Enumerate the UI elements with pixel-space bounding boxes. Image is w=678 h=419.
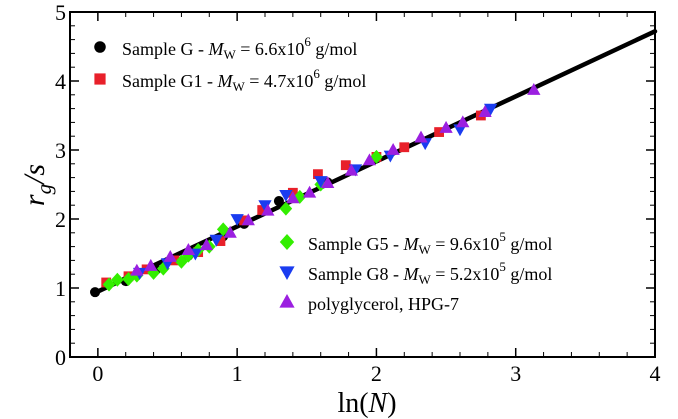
legend-marker [279, 266, 295, 280]
legend-label: Sample G1 - MW = 4.7x106 g/mol [122, 66, 366, 94]
data-point [314, 176, 328, 189]
data-point [241, 213, 255, 226]
data-point [258, 200, 272, 213]
data-point [313, 169, 323, 180]
data-point [386, 143, 400, 155]
data-point [257, 205, 268, 215]
data-point [527, 82, 541, 95]
legend-label: Sample G - MW = 6.6x106 g/mol [122, 34, 357, 62]
legend-layer: Sample G - MW = 6.6x106 g/mol Sample G1 -… [94, 34, 552, 314]
data-point [147, 265, 160, 280]
data-point [478, 105, 492, 117]
data-point [230, 214, 244, 226]
legend-label: Sample G8 - MW = 5.2x105 g/mol [308, 259, 552, 287]
data-point [175, 254, 188, 269]
data-point [261, 203, 275, 216]
x-tick-label: 3 [510, 361, 521, 386]
legend-marker [279, 234, 295, 250]
y-axis-label: rg/s [18, 164, 56, 206]
data-point [111, 272, 124, 287]
data-point [157, 261, 170, 276]
x-tick-label: 1 [232, 361, 243, 386]
y-tick-label: 3 [55, 138, 66, 163]
y-tick-label: 1 [55, 276, 66, 301]
data-point [399, 142, 410, 153]
y-tick-label: 4 [55, 69, 66, 94]
data-point [483, 103, 498, 116]
legend-marker [94, 73, 106, 85]
data-point [199, 238, 214, 251]
data-point [321, 176, 335, 189]
data-point [302, 185, 317, 198]
data-point [456, 115, 470, 128]
data-point [216, 222, 230, 237]
ticks-layer: 0 1 2 3 4 0 1 2 3 4 5 [55, 0, 661, 386]
data-point [215, 236, 226, 246]
plot-layer [90, 29, 658, 298]
data-point [209, 234, 223, 247]
data-point [130, 263, 144, 276]
data-point [163, 249, 177, 262]
data-point [102, 277, 116, 292]
data-point [453, 124, 467, 137]
data-point [90, 287, 101, 298]
data-point [223, 225, 237, 238]
x-tick-label: 4 [650, 361, 661, 386]
data-point [181, 243, 196, 255]
legend-marker [279, 294, 295, 308]
data-point [434, 127, 445, 137]
data-point [362, 153, 377, 166]
data-point [144, 258, 158, 271]
data-point [414, 130, 428, 143]
data-point [273, 196, 284, 207]
x-axis-label: ln(N) [337, 388, 396, 419]
data-point [239, 215, 250, 226]
data-point [439, 120, 453, 133]
data-point [344, 163, 359, 176]
y-tick-label: 5 [55, 0, 66, 25]
x-tick-label: 2 [371, 361, 382, 386]
data-point [293, 189, 307, 204]
x-tick-label: 0 [92, 361, 103, 386]
legend-marker [94, 41, 106, 53]
data-point [279, 201, 293, 216]
plot-frame [69, 11, 656, 358]
data-point [286, 191, 300, 204]
legend-label: Sample G5 - MW = 9.6x105 g/mol [308, 229, 552, 257]
data-point [279, 189, 293, 202]
y-tick-label: 0 [55, 345, 66, 370]
y-tick-label: 2 [55, 207, 66, 232]
legend-label: polyglycerol, HPG-7 [308, 294, 459, 314]
data-point [340, 160, 351, 171]
